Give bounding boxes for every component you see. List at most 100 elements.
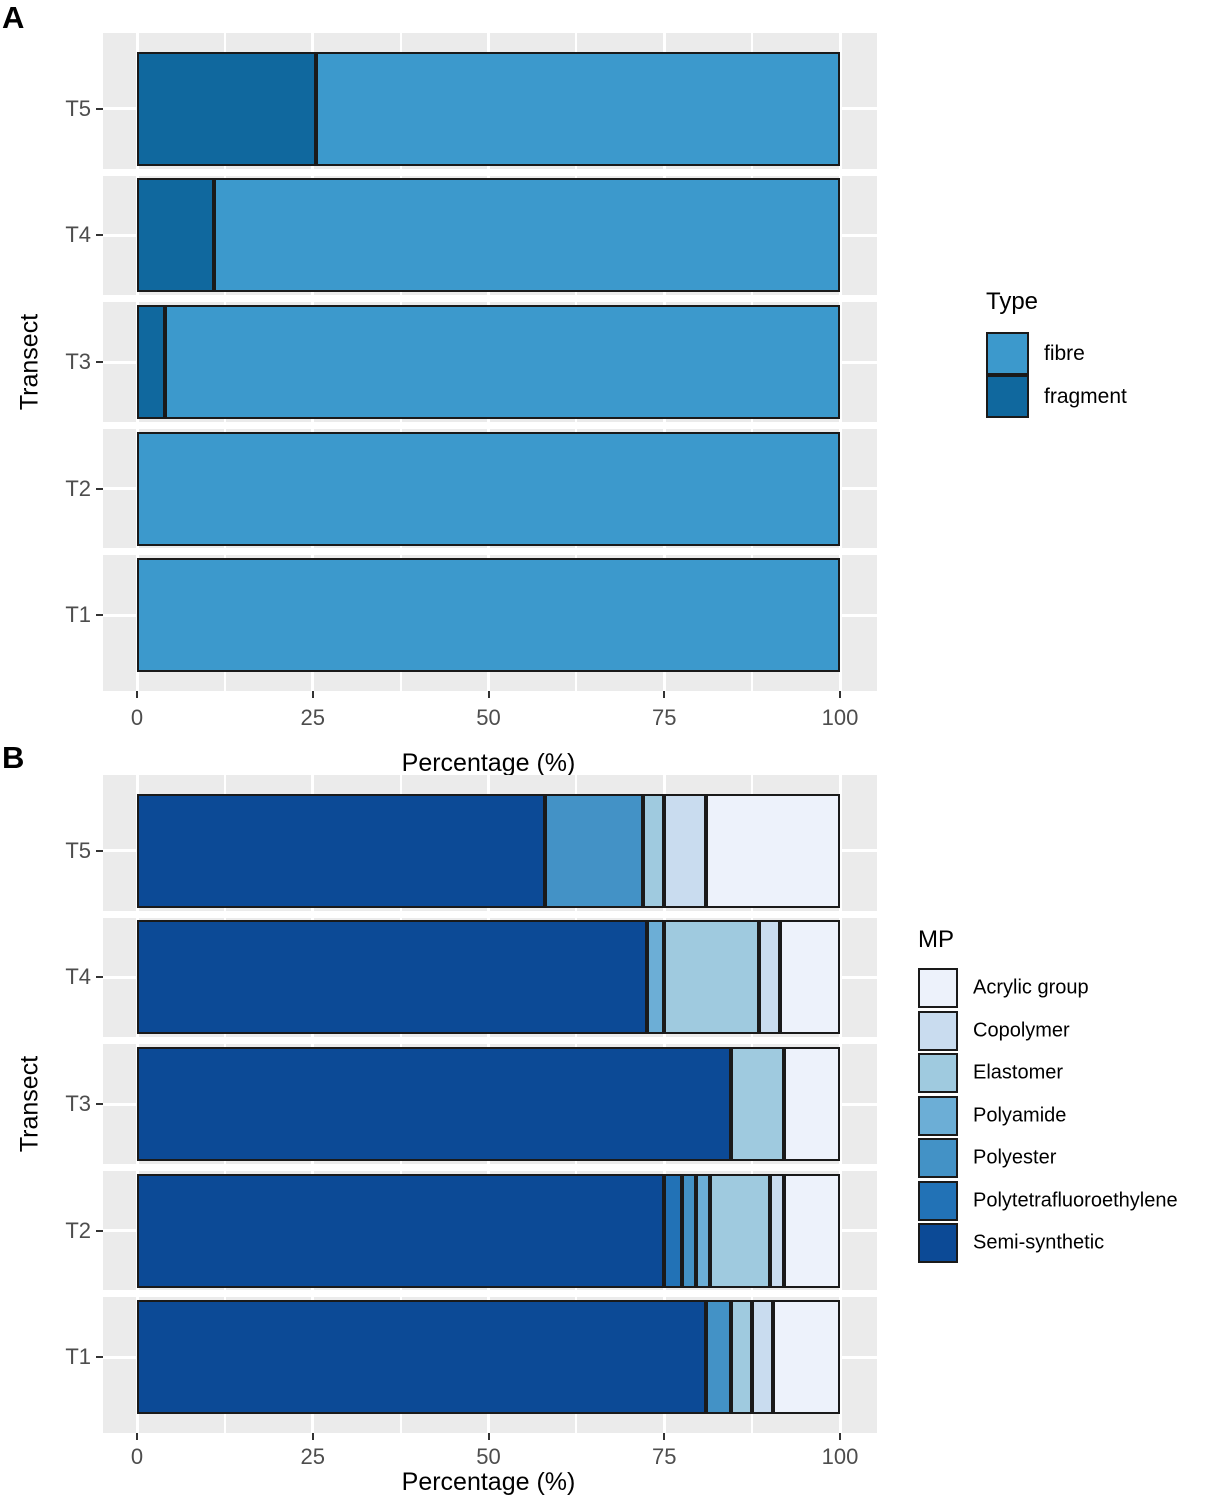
x-axis-tick [311,691,314,698]
x-axis-tick [487,691,490,698]
y-axis-title: Transect [15,1055,44,1153]
y-axis-tick [96,976,103,979]
row-gap-strip [103,295,877,303]
bar-segment-fragment-t4 [137,178,215,293]
legend-title: Type [986,288,1039,315]
bar-segment-semi-synthetic-t3 [137,1047,732,1161]
bar-segment-acrylic-group-t1 [773,1300,840,1415]
bar-segment-fragment-t5 [137,51,317,166]
y-axis-tick-label: T2 [65,1217,91,1243]
y-axis-tick-label: T4 [65,964,91,990]
legend-swatch-polyamide [918,1095,958,1136]
legend-title: MP [918,926,954,953]
row-gap-strip [103,168,877,176]
y-axis-tick [96,487,103,490]
bar-segment-semi-synthetic-t1 [137,1300,707,1415]
y-axis-tick-label: T3 [65,349,91,374]
y-axis-tick [96,107,103,110]
legend-swatch-copolymer [918,1010,958,1051]
bar-segment-elastomer-t4 [664,920,760,1035]
legend-swatch-polytetrafluoroethylene [918,1180,958,1221]
x-axis-tick-label: 100 [821,705,859,730]
bar-segment-copolymer-t4 [759,920,781,1035]
bar-segment-fragment-t3 [137,305,166,419]
x-axis-tick [839,691,841,698]
bar-segment-fibre-t4 [214,178,840,293]
row-gap-strip [103,1290,877,1298]
y-axis-tick-label: T5 [65,837,91,863]
y-axis-tick [96,1103,103,1105]
y-axis-tick [96,361,103,363]
x-axis-title: Percentage (%) [401,1468,576,1496]
legend-label: Acrylic group [973,976,1089,999]
bar-segment-polyamide-t2 [695,1173,710,1288]
legend-swatch-polyester [918,1138,958,1178]
y-axis-tick [96,1356,103,1359]
panel-b-label: B [2,740,25,775]
x-axis-tick [311,1433,314,1440]
row-gap-strip [103,548,877,556]
y-axis-tick-label: T3 [65,1091,91,1116]
x-axis-tick [136,691,138,698]
panel-a-label: A [2,0,25,35]
x-axis-tick [839,1433,841,1440]
legend-swatch-elastomer [918,1053,958,1093]
y-axis-tick-label: T2 [65,475,91,501]
x-axis-tick-label: 0 [130,1444,144,1469]
legend-label: fibre [1044,341,1085,365]
legend-label: Semi-synthetic [973,1231,1105,1254]
row-gap-strip [103,421,877,429]
legend-swatch-acrylic-group [918,968,958,1008]
y-axis-tick [96,1229,103,1232]
bar-segment-elastomer-t1 [731,1300,753,1415]
legend-label: Polyamide [973,1104,1067,1126]
legend-label: Copolymer [973,1019,1070,1041]
legend-label: Polytetrafluoroethylene [973,1189,1178,1211]
bar-segment-copolymer-t2 [769,1173,784,1288]
row-gap-strip [103,1163,877,1171]
x-axis-tick-label: 25 [300,1444,325,1469]
bar-segment-acrylic-group-t5 [706,793,840,908]
row-gap-strip [103,1037,877,1045]
bar-segment-semi-synthetic-t4 [137,920,647,1035]
bar-segment-acrylic-group-t3 [783,1047,840,1161]
legend-label: Polyester [973,1146,1057,1169]
y-axis-tick [96,234,103,237]
legend-swatch-semi-synthetic [918,1223,958,1263]
bar-segment-fibre-t3 [165,305,840,419]
bar-segment-fibre-t5 [316,51,840,166]
y-axis-tick [96,614,103,617]
y-axis-title: Transect [15,313,44,411]
bar-segment-elastomer-t2 [709,1173,770,1288]
bar-segment-polyester-t5 [544,793,644,908]
x-axis-tick-label: 75 [652,1444,677,1469]
y-axis-tick-label: T1 [65,1344,91,1370]
legend-swatch-fibre [986,332,1029,375]
bar-segment-semi-synthetic-t2 [137,1173,665,1288]
x-axis-tick-label: 50 [476,705,501,730]
bar-segment-polyester-t2 [681,1173,696,1288]
bar-segment-copolymer-t1 [752,1300,774,1415]
x-axis-tick [663,691,666,698]
bar-segment-fibre-t1 [137,558,840,673]
row-gap-strip [103,910,877,918]
x-axis-tick-label: 75 [652,705,677,730]
legend-label: Elastomer [973,1061,1064,1084]
x-axis-tick-label: 25 [300,705,325,730]
bar-segment-acrylic-group-t4 [780,920,840,1035]
x-axis-title: Percentage (%) [401,749,576,777]
bar-segment-polyester-t1 [706,1300,732,1415]
y-axis-tick-label: T1 [65,602,91,628]
legend-swatch-fragment [986,375,1029,418]
x-axis-tick-label: 0 [130,705,144,730]
bar-segment-polyamide-t4 [646,920,665,1035]
y-axis-tick-label: T5 [65,95,91,121]
x-axis-tick [487,1433,490,1440]
x-axis-tick-label: 50 [476,1444,501,1469]
x-axis-tick-label: 100 [821,1444,859,1469]
y-axis-tick-label: T4 [65,222,91,248]
legend-label: fragment [1044,384,1127,408]
bar-segment-copolymer-t5 [664,793,707,908]
bar-segment-elastomer-t3 [731,1047,784,1161]
